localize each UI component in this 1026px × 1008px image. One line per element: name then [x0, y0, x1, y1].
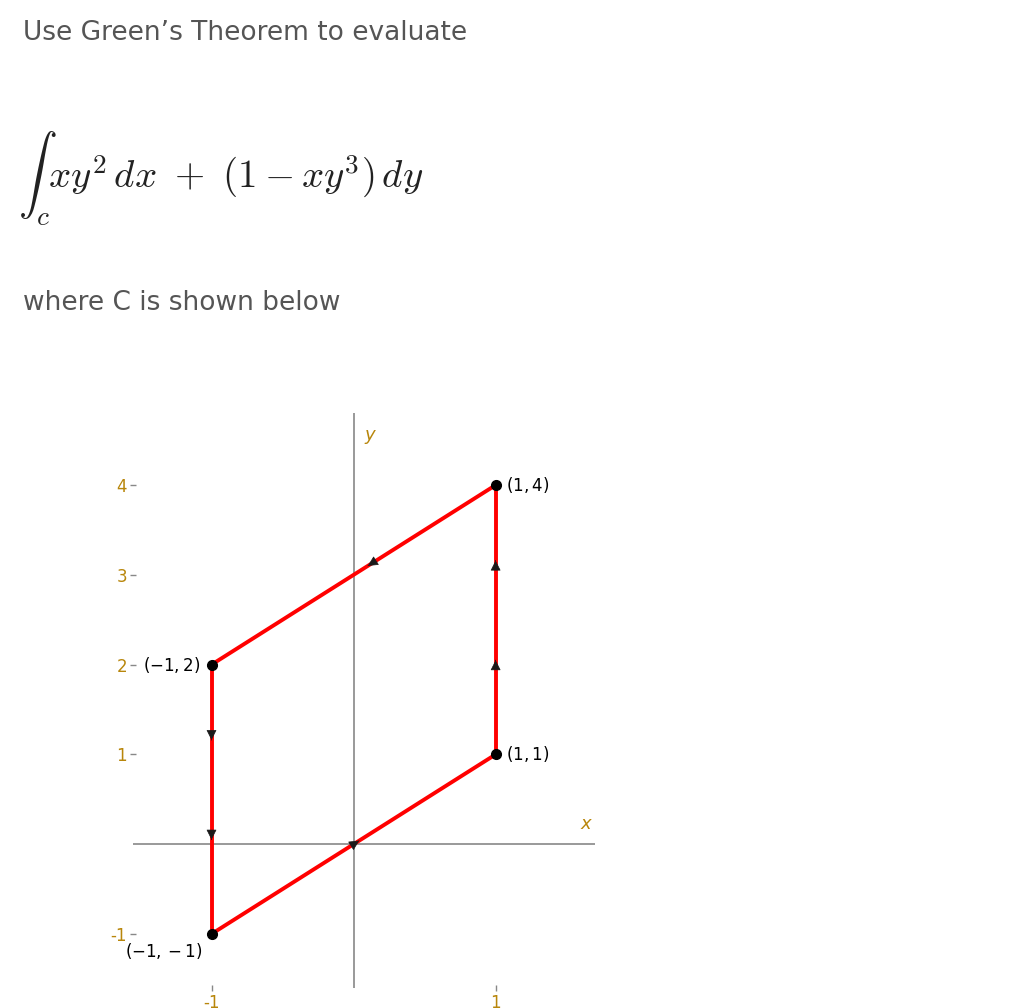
Text: x: x — [580, 815, 591, 834]
Text: y: y — [365, 426, 376, 445]
Text: $(1,4)$: $(1,4)$ — [506, 475, 549, 495]
Text: $(-1,-1)$: $(-1,-1)$ — [125, 941, 203, 962]
Text: $(1,1)$: $(1,1)$ — [506, 745, 549, 764]
Text: Use Green’s Theorem to evaluate: Use Green’s Theorem to evaluate — [23, 20, 467, 46]
Text: $\int_c xy^2\,dx\ +\ (1 - xy^3)\,dy$: $\int_c xy^2\,dx\ +\ (1 - xy^3)\,dy$ — [18, 129, 424, 228]
Text: where C is shown below: where C is shown below — [23, 290, 340, 317]
Text: $(-1,2)$: $(-1,2)$ — [143, 654, 200, 674]
